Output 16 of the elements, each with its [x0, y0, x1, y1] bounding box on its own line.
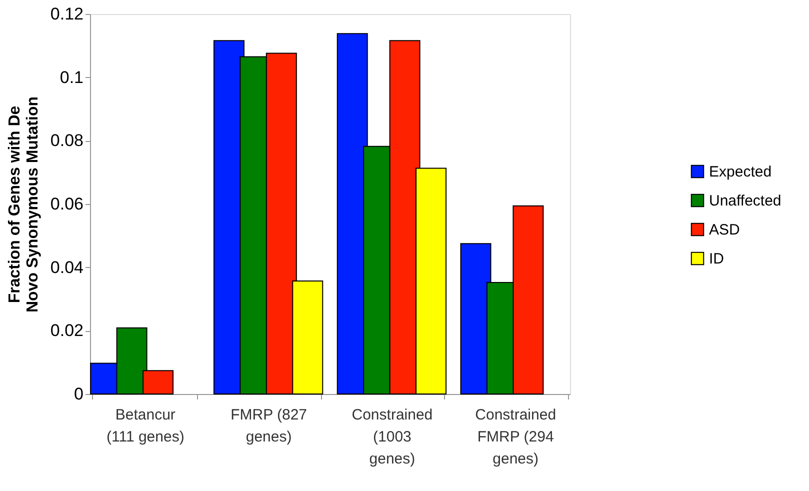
y-tick-label: 0.02: [50, 321, 84, 340]
legend-label: Unaffected: [709, 192, 782, 210]
legend-label: Expected: [709, 164, 772, 180]
legend-label: ASD: [709, 222, 740, 238]
x-tick-label: Constrained FMRP (294 genes): [475, 406, 556, 468]
y-tick-label: 0: [74, 384, 84, 404]
y-tick-label: 0.1: [60, 68, 84, 87]
y-axis-title: Fraction of Genes with De Novo Synonymous Mutation: [6, 96, 42, 312]
x-tick-label: FMRP (827 genes): [230, 406, 308, 446]
x-tick-label: Constrained (1003 genes): [352, 406, 433, 468]
y-tick-label: 0.08: [50, 131, 84, 150]
y-tick-label: 0.12: [50, 4, 84, 24]
legend-label: ID: [709, 250, 724, 268]
y-tick-label: 0.04: [50, 258, 84, 277]
y-tick-label: 0.06: [50, 194, 84, 214]
x-tick-label: Betancur (111 genes): [106, 406, 184, 446]
